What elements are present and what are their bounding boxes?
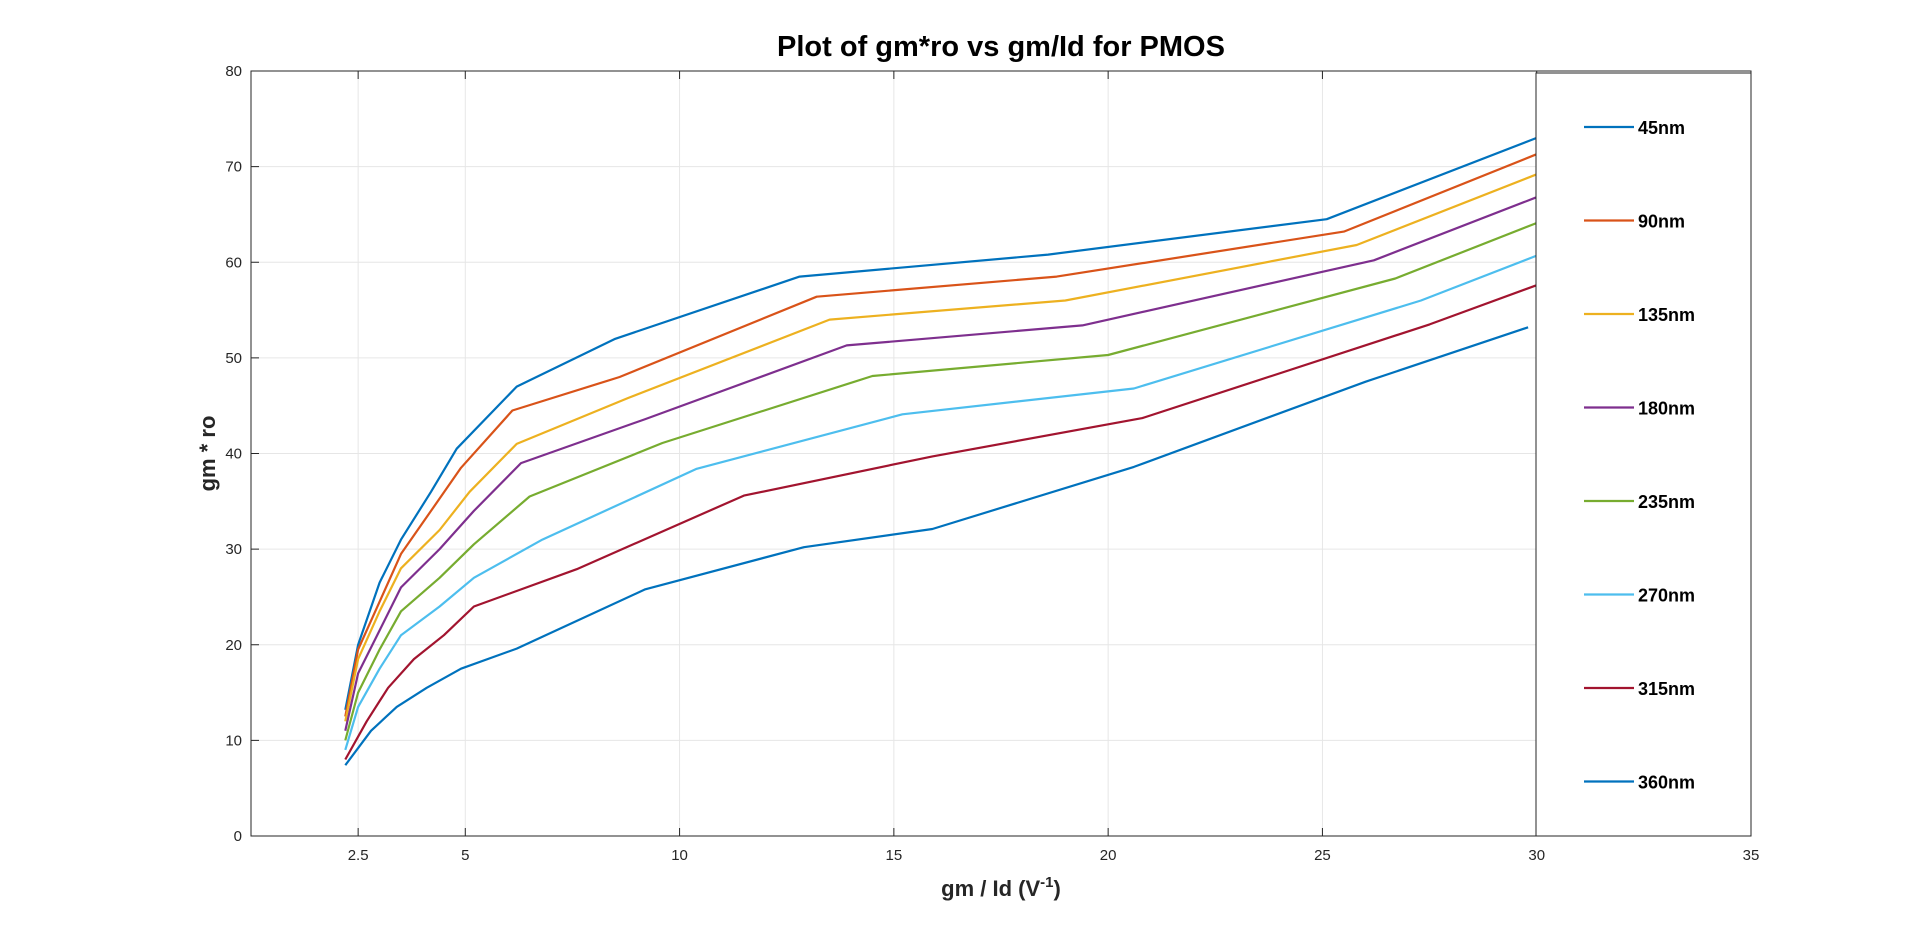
legend-label-180nm: 180nm — [1638, 399, 1695, 419]
series-line-45nm — [344, 136, 1538, 711]
x-tick-label: 20 — [1100, 847, 1117, 864]
x-tick-label: 2.5 — [348, 847, 369, 864]
ticks: 2.5 5 10 15 20 25 30 35 0 10 20 30 40 50 60 70 80 — [225, 63, 1759, 864]
legend-label-90nm: 90nm — [1638, 212, 1685, 232]
y-tick-label: 40 — [225, 446, 242, 463]
legend-label-135nm: 135nm — [1638, 305, 1695, 325]
y-tick-label: 80 — [225, 63, 242, 80]
x-tick-label: 10 — [671, 847, 688, 864]
x-axis-label-tail: ) — [1054, 876, 1061, 901]
x-axis-label: gm / Id (V-1) — [941, 874, 1061, 901]
series-line-135nm — [344, 173, 1538, 722]
series-line-180nm — [344, 196, 1538, 732]
x-tick-label: 30 — [1528, 847, 1545, 864]
legend-box — [1535, 72, 1752, 837]
y-tick-label: 30 — [225, 541, 242, 558]
y-tick-label: 0 — [234, 828, 242, 845]
x-axis-label-superscript: -1 — [1040, 874, 1053, 891]
x-tick-label: 25 — [1314, 847, 1331, 864]
y-tick-label: 20 — [225, 637, 242, 654]
series-line-270nm — [344, 254, 1538, 751]
x-tick-label: 15 — [886, 847, 903, 864]
series-line-90nm — [344, 153, 1538, 717]
x-tick-label: 5 — [461, 847, 469, 864]
legend: 45nm 90nm 135nm 180nm 235nm 270nm 315nm 360nm — [1535, 72, 1752, 837]
legend-label-270nm: 270nm — [1638, 586, 1695, 606]
legend-label-235nm: 235nm — [1638, 492, 1695, 512]
series-line-360nm — [344, 326, 1529, 766]
x-tick-label: 35 — [1743, 847, 1760, 864]
legend-label-315nm: 315nm — [1638, 679, 1695, 699]
y-tick-label: 10 — [225, 732, 242, 749]
chart-title: Plot of gm*ro vs gm/Id for PMOS — [777, 31, 1225, 63]
series-lines — [344, 136, 1538, 766]
y-tick-label: 70 — [225, 159, 242, 176]
y-tick-label: 50 — [225, 350, 242, 367]
legend-label-360nm: 360nm — [1638, 773, 1695, 793]
y-axis-label: gm * ro — [195, 416, 220, 492]
series-line-235nm — [344, 221, 1538, 741]
x-axis-label-main: gm / Id (V — [941, 876, 1040, 901]
series-line-315nm — [344, 284, 1538, 761]
y-tick-label: 60 — [225, 254, 242, 271]
legend-label-45nm: 45nm — [1638, 118, 1685, 138]
